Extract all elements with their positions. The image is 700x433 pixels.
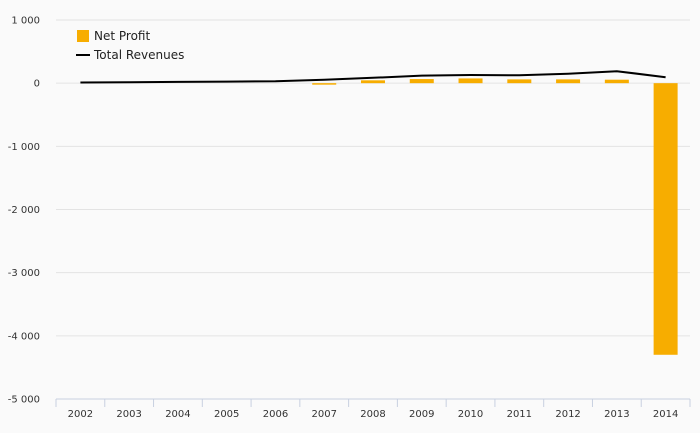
x-tick-label: 2004 xyxy=(165,409,190,420)
legend: Net Profit Total Revenues xyxy=(76,29,184,62)
bar-net-profit xyxy=(409,79,434,84)
x-tick-label: 2007 xyxy=(312,409,337,420)
legend-label-net-profit: Net Profit xyxy=(94,29,150,43)
x-tick-label: 2008 xyxy=(360,409,385,420)
legend-label-total-revenues: Total Revenues xyxy=(93,48,184,62)
bar-net-profit xyxy=(556,79,581,84)
y-axis: 1 000 0 -1 000 -2 000 -3 000 -4 000 -5 000 xyxy=(8,16,40,406)
bar-net-profit xyxy=(361,80,385,84)
bar-net-profit xyxy=(653,83,678,355)
line-series xyxy=(80,70,666,84)
y-tick-label: -2 000 xyxy=(8,205,40,216)
x-tick-label: 2014 xyxy=(653,409,678,420)
x-tick-label: 2011 xyxy=(507,409,532,420)
bar-net-profit xyxy=(312,83,337,85)
bar-net-profit xyxy=(604,79,629,84)
x-axis: 2002 2003 2004 2005 2006 2007 2008 2009 2010 2011… xyxy=(55,398,691,420)
y-tick-label: -1 000 xyxy=(8,142,40,153)
y-tick-label: -3 000 xyxy=(8,268,40,279)
x-tick-label: 2009 xyxy=(409,409,434,420)
x-tick-label: 2010 xyxy=(458,409,483,420)
bar-series xyxy=(312,78,678,355)
y-tick-label: -5 000 xyxy=(8,395,40,406)
x-tick-label: 2002 xyxy=(68,409,93,420)
x-tick-label: 2012 xyxy=(555,409,580,420)
x-tick-label: 2013 xyxy=(604,409,629,420)
y-tick-label: 1 000 xyxy=(11,16,40,27)
y-tick-label: -4 000 xyxy=(8,331,40,342)
x-tick-label: 2006 xyxy=(263,409,288,420)
y-tick-label: 0 xyxy=(34,79,40,90)
line-total-revenues xyxy=(80,70,666,84)
bar-net-profit xyxy=(458,78,483,84)
x-tick-label: 2003 xyxy=(116,409,141,420)
x-tick-label: 2005 xyxy=(214,409,239,420)
legend-swatch-net-profit xyxy=(77,30,89,42)
bar-net-profit xyxy=(507,79,532,84)
